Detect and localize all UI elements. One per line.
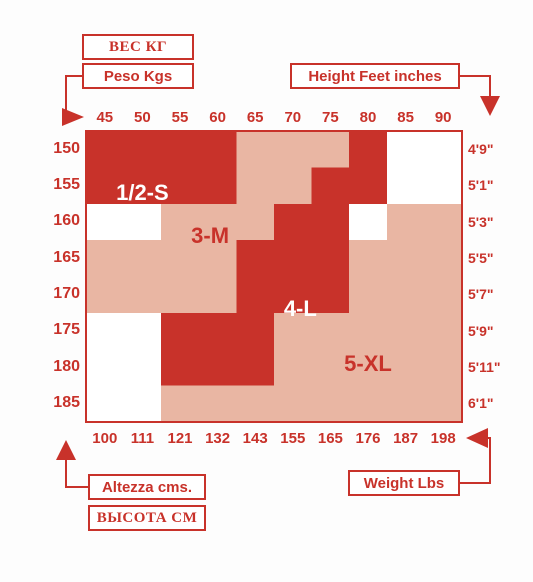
- tick-label-cm: 175: [53, 321, 80, 339]
- tick-label-kg: 60: [209, 109, 226, 126]
- tick-label-ftin: 5'7": [468, 286, 494, 303]
- tick-label-lbs: 100: [92, 430, 118, 447]
- tick-label-ftin: 5'9": [468, 322, 494, 339]
- region-cell-4-l: [236, 240, 350, 277]
- tick-label-cm: 160: [53, 212, 80, 230]
- tick-label-kg: 90: [434, 109, 452, 126]
- plot-frame: [85, 130, 463, 423]
- tick-label-ftin: 6'1": [468, 395, 494, 412]
- region-cell-4-l: [161, 312, 274, 350]
- size-label-1-2-s: 1/2-S: [116, 179, 169, 205]
- tick-label-kg: 70: [284, 109, 302, 126]
- tick-label-ftin: 5'3": [468, 213, 494, 230]
- tick-label-ftin: 5'5": [468, 249, 494, 266]
- tick-label-cm: 165: [53, 248, 80, 266]
- tick-label-ftin: 5'11": [468, 359, 501, 376]
- tick-label-kg: 85: [397, 109, 414, 126]
- tick-label-cm: 150: [53, 139, 80, 157]
- lbs-arrow-icon: [466, 428, 488, 448]
- ft-connector-line: [460, 75, 491, 98]
- kg-arrow-icon: [62, 108, 84, 126]
- tick-label-cm: 185: [53, 394, 80, 412]
- tick-label-kg: 45: [96, 109, 114, 126]
- region-cell-4-l: [311, 167, 387, 204]
- height-cm-ru-label: ВЫСОТА СМ: [88, 505, 206, 531]
- region-cell-5-xl: [274, 349, 462, 386]
- size-region-cells: [86, 131, 462, 422]
- region-cell-5-xl: [386, 203, 462, 241]
- tick-label-lbs: 165: [317, 430, 343, 447]
- tick-label-kg: 50: [134, 109, 151, 126]
- region-cell-3-m: [236, 131, 350, 168]
- tick-label-kg: 55: [171, 109, 189, 126]
- cm-connector-line: [65, 458, 88, 488]
- region-cell-4-l: [349, 131, 387, 168]
- region-cell-4-l: [161, 349, 274, 386]
- weight-lbs-label: Weight Lbs: [348, 470, 460, 496]
- region-cell-3-m: [86, 276, 237, 313]
- region-cell-3-m: [161, 203, 274, 241]
- tick-label-lbs: 111: [130, 430, 155, 447]
- weight-kg-label: Peso Kgs: [82, 63, 194, 89]
- height-cm-label: Altezza cms.: [88, 474, 206, 500]
- tick-label-lbs: 132: [205, 430, 231, 447]
- region-cell-5-xl: [349, 240, 462, 277]
- tick-label-kg: 75: [322, 109, 339, 126]
- tick-label-cm: 170: [53, 285, 80, 303]
- region-cell-4-l: [274, 203, 350, 241]
- tick-label-cm: 155: [53, 175, 80, 193]
- tick-label-kg: 80: [359, 109, 377, 126]
- tick-label-lbs: 187: [393, 430, 419, 447]
- region-cell-5-xl: [274, 312, 462, 350]
- cm-arrow-icon: [56, 440, 76, 460]
- region-cell-3-m: [236, 167, 312, 204]
- size-label-4-l: 4-L: [283, 296, 317, 322]
- tick-label-kg: 65: [246, 109, 264, 126]
- region-cell-4-l: [236, 276, 350, 313]
- region-cell-5-xl: [349, 276, 462, 313]
- tick-label-lbs: 121: [167, 430, 193, 447]
- tick-label-ftin: 5'1": [468, 177, 494, 194]
- tick-label-lbs: 176: [355, 430, 381, 447]
- tick-label-ftin: 4'9": [468, 140, 494, 157]
- region-cell-1-2-s: [86, 131, 237, 204]
- height-ft-label: Height Feet inches: [290, 63, 460, 89]
- size-label-3-m: 3-M: [191, 223, 230, 249]
- tick-label-lbs: 198: [430, 430, 456, 447]
- ft-arrow-icon: [480, 96, 500, 116]
- tick-label-cm: 180: [53, 357, 80, 375]
- connector-lines: [56, 75, 500, 488]
- tick-label-lbs: 143: [242, 430, 268, 447]
- weight-kg-ru-label: ВЕС КГ: [82, 34, 194, 60]
- region-cell-5-xl: [161, 385, 462, 422]
- tick-label-lbs: 155: [280, 430, 306, 447]
- size-label-5-xl: 5-XL: [344, 350, 392, 376]
